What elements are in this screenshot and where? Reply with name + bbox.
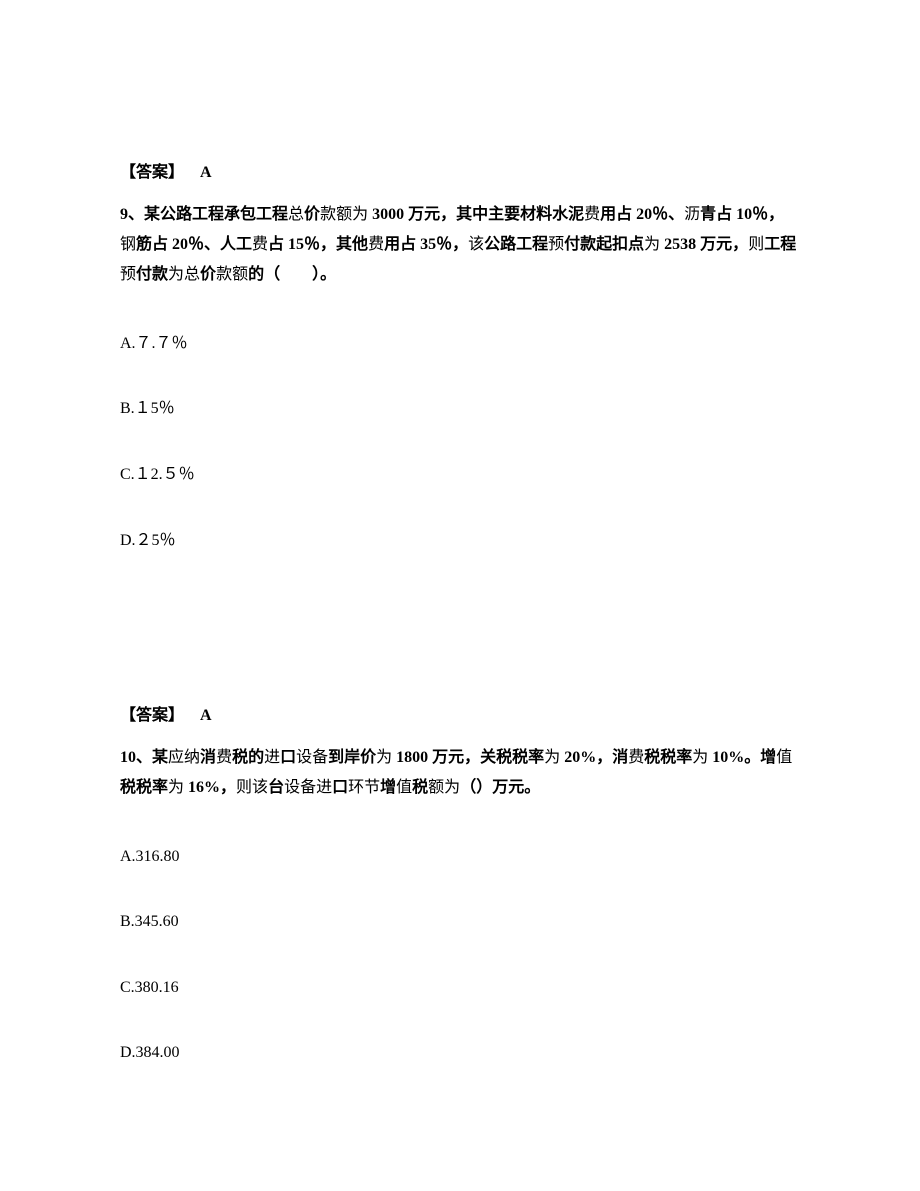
q9-t24: 万元， (700, 236, 748, 253)
q9-t26: 工程 (764, 236, 796, 253)
q10-t20: 税税率 (120, 779, 168, 796)
q9-t18: 该 (468, 236, 484, 253)
q10-t9: 到岸价 (328, 749, 376, 766)
q9-t17: 用占 35％， (384, 236, 468, 253)
q10-t7: 口 (280, 749, 296, 766)
q9-t5: 额为 (336, 206, 368, 223)
q9-t22: 为 (644, 236, 660, 253)
q9-t21: 付款起扣点 (564, 236, 644, 253)
q10-t27: 环节 (348, 779, 380, 796)
q10-option-d: D.384.00 (120, 1040, 800, 1066)
q9-option-b: B.１5％ (120, 396, 800, 422)
q9-t14: 费 (252, 236, 268, 253)
q10-t17: 为 (692, 749, 708, 766)
q10-t5: 税的 (232, 749, 264, 766)
q9-t6: 3000 (368, 206, 408, 223)
q10-t25: 设备进 (284, 779, 332, 796)
q10-number: 10、 (120, 749, 152, 766)
q9-option-a: A.７.７％ (120, 331, 800, 357)
q9-t32: 额 (232, 266, 248, 283)
q10-t1: 某 (152, 749, 168, 766)
exam-page: 【答案】 A 9、某公路工程承包工程总价款额为 3000 万元，其中主要材料水泥… (0, 0, 920, 1191)
q9-t11: 青占 10％， (700, 206, 784, 223)
q9-t25: 则 (748, 236, 764, 253)
q10-stem: 10、某应纳消费税的进口设备到岸价为 1800 万元，关税税率为 20%，消费税… (120, 743, 800, 804)
q9-t2: 总 (288, 206, 304, 223)
q10-t26: 口 (332, 779, 348, 796)
q9-t29: 为总 (168, 266, 200, 283)
q9-t1: 某公路工程承包工程 (144, 206, 288, 223)
q9-t7: 万元，其中主要材料水泥 (408, 206, 584, 223)
q9-answer-block: 【答案】 A (120, 703, 800, 729)
q9-t13: 筋占 20％、人工 (136, 236, 252, 253)
q10-t11: 1800 (392, 749, 432, 766)
q9-t16: 费 (368, 236, 384, 253)
q10-t6: 进 (264, 749, 280, 766)
q10-t14: 20%，消 (560, 749, 628, 766)
q9-t20: 预 (548, 236, 564, 253)
q10-t15: 费 (628, 749, 644, 766)
q10-t23: 则该 (236, 779, 268, 796)
q8-answer-block: 【答案】 A (120, 160, 800, 186)
q9-t15: 占 15％，其他 (268, 236, 368, 253)
q10-t32: （）万元。 (460, 779, 540, 796)
q9-t8: 费 (584, 206, 600, 223)
q10-t12: 万元，关税税率 (432, 749, 544, 766)
q9-option-c: C.１2.５％ (120, 462, 800, 488)
q9-answer-label: 【答案】 (120, 707, 184, 724)
q9-number: 9、 (120, 206, 144, 223)
q10-option-b: B.345.60 (120, 909, 800, 935)
q10-t13: 为 (544, 749, 560, 766)
q9-t4: 款 (320, 206, 336, 223)
q9-answer-value: A (200, 707, 212, 724)
q9-t28: 付款 (136, 266, 168, 283)
q9-t3: 价 (304, 206, 320, 223)
q10-t22: 16%， (184, 779, 236, 796)
q10-t21: 为 (168, 779, 184, 796)
q9-t23: 2538 (660, 236, 700, 253)
q9-t31: 款 (216, 266, 232, 283)
q10-t16: 税税率 (644, 749, 692, 766)
q10-t18: 10%。增 (708, 749, 776, 766)
q10-t8: 设备 (296, 749, 328, 766)
q9-t9: 用占 20％、 (600, 206, 684, 223)
q9-stem: 9、某公路工程承包工程总价款额为 3000 万元，其中主要材料水泥费用占 20％… (120, 200, 800, 291)
q10-t3: 消 (200, 749, 216, 766)
q10-option-a: A.316.80 (120, 844, 800, 870)
q10-t4: 费 (216, 749, 232, 766)
q10-t28: 增 (380, 779, 396, 796)
q10-t2: 应纳 (168, 749, 200, 766)
q9-t12: 钢 (120, 236, 136, 253)
q9-t30: 价 (200, 266, 216, 283)
q10-t30: 税 (412, 779, 428, 796)
q10-t24: 台 (268, 779, 284, 796)
q8-answer-value: A (200, 164, 212, 181)
q9-option-d: D.２5％ (120, 528, 800, 554)
q9-t10: 沥 (684, 206, 700, 223)
q9-options: A.７.７％ B.１5％ C.１2.５％ D.２5％ (120, 331, 800, 553)
q9-t33: 的（ ）。 (248, 266, 336, 283)
q10-t31: 额为 (428, 779, 460, 796)
q10-option-c: C.380.16 (120, 975, 800, 1001)
q10-options: A.316.80 B.345.60 C.380.16 D.384.00 (120, 844, 800, 1066)
q8-answer-label: 【答案】 (120, 164, 184, 181)
q9-t19: 公路工程 (484, 236, 548, 253)
q10-t10: 为 (376, 749, 392, 766)
q10-t19: 值 (776, 749, 792, 766)
q9-t27: 预 (120, 266, 136, 283)
q10-t29: 值 (396, 779, 412, 796)
